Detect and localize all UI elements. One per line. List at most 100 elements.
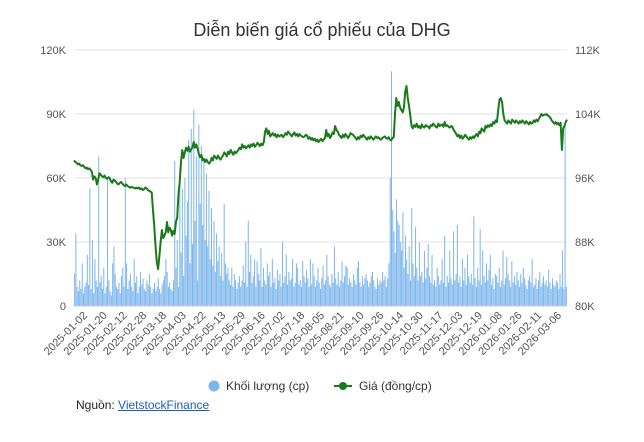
volume-bar <box>437 276 439 306</box>
volume-bar <box>531 259 533 306</box>
volume-bar <box>228 280 230 306</box>
volume-bar <box>167 286 169 306</box>
volume-bar <box>90 288 92 306</box>
y-right-tick-label: 112K <box>575 45 601 57</box>
volume-bar <box>224 263 226 306</box>
volume-bar <box>554 286 556 306</box>
volume-bar <box>432 284 434 306</box>
volume-bar <box>510 286 512 306</box>
volume-bar <box>423 250 425 306</box>
volume-bar <box>297 267 299 306</box>
volume-bar <box>150 286 152 306</box>
volume-bar <box>563 288 565 306</box>
volume-bar <box>313 276 315 306</box>
volume-bar <box>368 286 370 306</box>
volume-bar <box>180 252 182 306</box>
volume-bar <box>203 158 205 306</box>
volume-bar <box>458 282 460 306</box>
legend-item-volume[interactable]: Khối lượng (cp) <box>208 379 310 393</box>
volume-bar <box>262 267 264 306</box>
volume-bar <box>483 276 485 306</box>
volume-bar <box>491 284 493 306</box>
volume-bar <box>249 271 251 306</box>
volume-bar <box>146 280 148 306</box>
volume-bar <box>469 282 471 306</box>
volume-bar <box>160 293 162 306</box>
legend-volume-label: Khối lượng (cp) <box>226 379 309 393</box>
y-left-tick-label: 0 <box>60 301 66 313</box>
volume-bar <box>142 278 144 306</box>
volume-bar <box>221 252 223 306</box>
legend-item-price[interactable]: Giá (đồng/cp) <box>334 379 432 393</box>
volume-bar <box>242 265 244 306</box>
volume-bar <box>465 284 467 306</box>
legend[interactable]: Khối lượng (cp) Giá (đồng/cp) <box>208 379 432 393</box>
volume-bar <box>208 190 210 306</box>
volume-bar <box>451 284 453 306</box>
volume-bar <box>306 269 308 306</box>
volume-bar <box>520 274 522 306</box>
volume-bar <box>513 276 515 306</box>
volume-bar <box>453 231 455 306</box>
volume-bar <box>347 284 349 306</box>
volume-bar <box>259 280 261 306</box>
volume-bar <box>356 267 358 306</box>
volume-bar <box>445 286 447 306</box>
volume-bar <box>515 284 517 306</box>
volume-bar <box>522 267 524 306</box>
volume-bar <box>311 284 313 306</box>
volume-bar <box>526 288 528 306</box>
volume-bar <box>344 276 346 306</box>
volume-bar <box>300 286 302 306</box>
volume-bar <box>145 291 147 306</box>
legend-price-marker <box>339 382 347 390</box>
volume-bar <box>197 280 199 306</box>
volume-bar <box>151 293 153 306</box>
volume-bar <box>307 278 309 306</box>
volume-bar <box>216 233 218 306</box>
source-link[interactable]: VietstockFinance <box>118 398 210 412</box>
volume-bar <box>76 286 78 306</box>
volume-bar <box>454 280 456 306</box>
volume-bar <box>463 280 465 306</box>
volume-bar <box>114 274 116 306</box>
volume-bar <box>176 239 178 306</box>
volume-bar <box>482 250 484 306</box>
volume-bar <box>270 286 272 306</box>
volume-bar <box>302 261 304 306</box>
volume-bar <box>322 265 324 306</box>
volume-bar <box>209 259 211 306</box>
volume-bar <box>332 282 334 306</box>
volume-bar <box>269 271 271 306</box>
volume-bar <box>312 263 314 306</box>
volume-bar <box>164 276 166 306</box>
volume-bar <box>518 286 520 306</box>
volume-bar <box>83 293 85 306</box>
volume-bar <box>128 280 130 306</box>
volume-bar <box>226 274 228 306</box>
volume-bar <box>198 124 200 307</box>
volume-bar <box>152 288 154 306</box>
volume-bar <box>157 278 159 306</box>
volume-bar <box>378 284 380 306</box>
volume-bar <box>110 295 112 306</box>
volume-bar <box>470 274 472 306</box>
volume-bar <box>100 276 102 306</box>
y-left-tick-label: 90K <box>46 109 66 121</box>
volume-bar <box>480 284 482 306</box>
volume-bar <box>193 109 195 306</box>
volume-bar <box>189 263 191 306</box>
volume-bar <box>330 286 332 306</box>
volume-bar <box>486 263 488 306</box>
volume-bar <box>321 278 323 306</box>
x-axis: 2025-01-022025-01-202025-02-122025-02-28… <box>42 305 567 358</box>
volume-bar <box>288 271 290 306</box>
price-series-line <box>73 85 568 271</box>
volume-bar <box>536 288 538 306</box>
volume-bar <box>511 261 513 306</box>
volume-bar <box>88 284 90 306</box>
y-left-tick-label: 120K <box>40 45 66 57</box>
volume-bar <box>185 235 187 306</box>
volume-bar <box>246 286 248 306</box>
volume-bar <box>387 278 389 306</box>
